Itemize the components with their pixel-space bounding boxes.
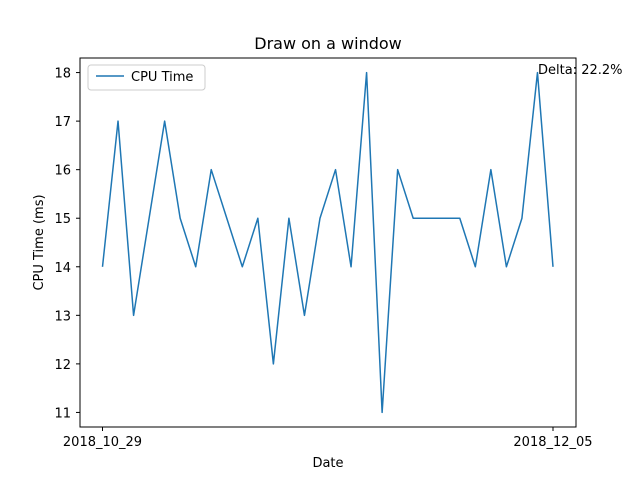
y-tick-label: 17: [54, 115, 71, 130]
y-tick-label: 16: [54, 164, 71, 179]
legend-label-cpu-time: CPU Time: [131, 70, 193, 85]
x-tick-label: 2018_12_05: [513, 435, 592, 450]
y-tick-label: 12: [54, 358, 71, 373]
y-tick-label: 14: [54, 261, 71, 276]
series-layer: [101, 71, 554, 414]
x-axis-label: Date: [312, 456, 343, 471]
x-tick-label: 2018_10_29: [63, 435, 142, 450]
legend-box: [87, 64, 206, 91]
legend: CPU Time: [87, 64, 206, 91]
chart-title: Draw on a window: [254, 34, 401, 53]
y-axis-label: CPU Time (ms): [32, 194, 47, 290]
y-tick-label: 11: [54, 406, 71, 421]
delta-annotation: Delta: 22.2%: [538, 63, 623, 78]
y-axis-ticks: 11 12 13 14 15 16 17 18: [54, 67, 80, 421]
y-tick-label: 13: [54, 309, 71, 324]
y-tick-label: 18: [54, 67, 71, 82]
x-axis-ticks: 2018_10_29 2018_12_05: [63, 427, 593, 450]
series-line-cpu-time: [101, 71, 554, 414]
y-tick-label: 15: [54, 212, 71, 227]
plot-frame: [79, 57, 577, 428]
